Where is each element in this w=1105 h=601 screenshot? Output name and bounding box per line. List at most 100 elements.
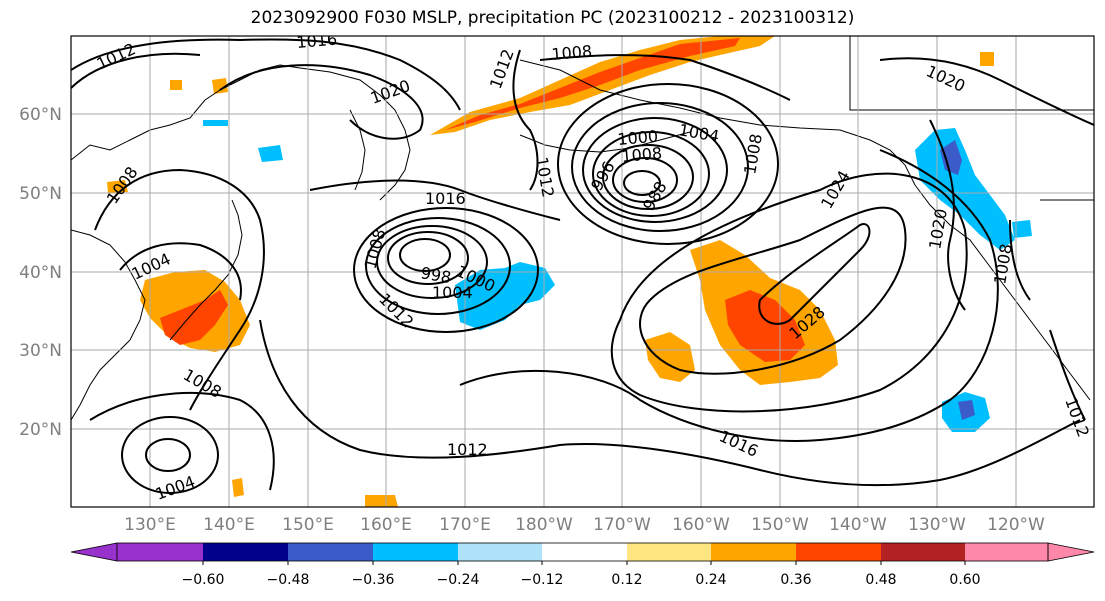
lat-label: 30°N xyxy=(19,341,62,361)
colorbar-segment xyxy=(542,543,627,561)
colorbar-tick-label: −0.36 xyxy=(352,572,395,588)
colorbar-segment xyxy=(627,543,711,561)
colorbar-frame xyxy=(116,542,1049,562)
isobar-high-1028 xyxy=(758,223,871,325)
isobar-low-west-3 xyxy=(376,225,488,299)
colorbar-segment xyxy=(70,542,118,562)
coast-alaska xyxy=(519,59,916,186)
colorbar-segment xyxy=(711,543,796,561)
isobar-low-west-5 xyxy=(353,207,539,333)
lon-label: 170°E xyxy=(439,515,491,535)
coast-aleutians xyxy=(519,131,691,153)
isobar-1012-nw xyxy=(71,52,201,89)
colorbar-segment xyxy=(117,543,203,561)
lon-label: 170°W xyxy=(593,515,651,535)
precip-area-small-4 xyxy=(170,80,182,90)
lon-label: 160°E xyxy=(360,515,412,535)
isobar-low-east-6 xyxy=(571,102,749,232)
isobar-low-east-2 xyxy=(612,157,678,203)
coast-north-america xyxy=(914,184,1091,401)
isobar-label: 1008 xyxy=(621,144,663,166)
isobar-label: 1016 xyxy=(425,189,466,208)
isobar-label: 1000 xyxy=(617,127,659,149)
isobar-label: 1004 xyxy=(432,283,473,302)
colorbar-tick-marks xyxy=(202,561,966,565)
lat-label: 40°N xyxy=(19,263,62,283)
colorbar-tick-label: −0.60 xyxy=(182,572,225,588)
colorbar-tick-label: −0.12 xyxy=(521,572,564,588)
isobar-low-east-4 xyxy=(592,131,710,217)
isobar-1004-west xyxy=(119,242,242,301)
lat-label: 60°N xyxy=(19,105,62,125)
isobar-low-west-1 xyxy=(399,238,451,272)
isobar-labels: 1012 1016 1008 1012 1020 1008 1016 1004 … xyxy=(94,30,1093,504)
isobars xyxy=(71,38,1094,494)
lat-label: 50°N xyxy=(19,184,62,204)
colorbar-segment xyxy=(796,543,881,561)
isobar-1020-north xyxy=(219,64,424,140)
isobar-1012-north xyxy=(512,49,539,191)
isobar-1012-far-east xyxy=(1049,329,1086,421)
border-canada xyxy=(849,36,1094,111)
isobar-label: 1016 xyxy=(296,30,338,52)
colorbar-tick-label: 0.12 xyxy=(611,572,642,588)
latitude-labels: 60°N 50°N 40°N 30°N 20°N xyxy=(19,105,62,440)
precip-area-small-1 xyxy=(232,478,244,497)
isobar-1016-east xyxy=(459,149,999,442)
precip-area-east-pacific-core xyxy=(725,290,805,362)
graticule xyxy=(71,36,1094,507)
colorbar-segment xyxy=(965,543,1048,561)
precip-area-mid-pacific xyxy=(645,332,695,382)
isobar-1016-central xyxy=(309,179,561,221)
longitude-labels: 130°E 140°E 150°E 160°E 170°E 180°W 170°… xyxy=(124,515,1045,535)
isobar-low-east-3 xyxy=(602,144,694,210)
colorbar-tick-label: 0.36 xyxy=(780,572,811,588)
isobar-label: 1012 xyxy=(447,440,488,459)
isobar-low-west-2 xyxy=(387,231,469,285)
colorbar-segment xyxy=(1047,542,1095,562)
lon-label: 130°W xyxy=(908,515,966,535)
isobar-low-east-1 xyxy=(623,170,661,196)
isobar-low-sw-2 xyxy=(121,416,219,494)
isobar-high-1024 xyxy=(639,206,907,375)
isobar-high-1020 xyxy=(610,172,968,413)
isobar-1008-far-east xyxy=(1009,219,1031,301)
lon-label: 160°W xyxy=(672,515,730,535)
precip-area-south-east-core xyxy=(958,400,975,420)
coast-korea-china xyxy=(71,229,146,421)
map-title: 2023092900 F030 MSLP, precipitation PC (… xyxy=(250,8,855,28)
isobar-low-west-4 xyxy=(365,217,511,315)
colorbar: −0.60 −0.48 −0.36 −0.24 −0.12 0.12 0.24 … xyxy=(70,542,1095,588)
coast-kamchatka xyxy=(349,109,366,191)
coast-japan xyxy=(169,199,243,341)
colorbar-segment xyxy=(373,543,458,561)
colorbar-tick-label: 0.60 xyxy=(949,572,980,588)
colorbar-segment xyxy=(203,543,288,561)
precip-area-small-blue-1 xyxy=(258,145,283,162)
lat-label: 20°N xyxy=(19,420,62,440)
isobar-1008-north xyxy=(539,54,791,101)
precip-area-nw-coast xyxy=(915,128,1015,250)
colorbar-tick-label: −0.24 xyxy=(437,572,480,588)
colorbar-segment xyxy=(881,543,965,561)
colorbar-segment xyxy=(458,543,542,561)
precip-area-small-2 xyxy=(365,495,398,507)
precip-area-small-6 xyxy=(980,52,994,66)
isobar-low-east-5 xyxy=(582,117,728,223)
isobar-1016-north xyxy=(71,38,461,111)
lon-label: 120°W xyxy=(987,515,1045,535)
precip-area-small-blue-3 xyxy=(203,120,228,126)
colorbar-segment xyxy=(288,543,373,561)
precip-area-small-blue-2 xyxy=(1012,220,1032,238)
isobar-1012-south xyxy=(259,319,1081,487)
colorbar-tick-label: 0.24 xyxy=(695,572,726,588)
colorbar-tick-label: 0.48 xyxy=(865,572,896,588)
lon-label: 150°W xyxy=(751,515,809,535)
precip-area-alaska-band-core xyxy=(445,38,740,130)
isobar-label: 1008 xyxy=(551,42,593,64)
isobar-1020-far-east xyxy=(929,119,966,311)
colorbar-tick-label: −0.48 xyxy=(267,572,310,588)
lon-label: 140°W xyxy=(829,515,887,535)
map-frame xyxy=(70,35,1095,508)
